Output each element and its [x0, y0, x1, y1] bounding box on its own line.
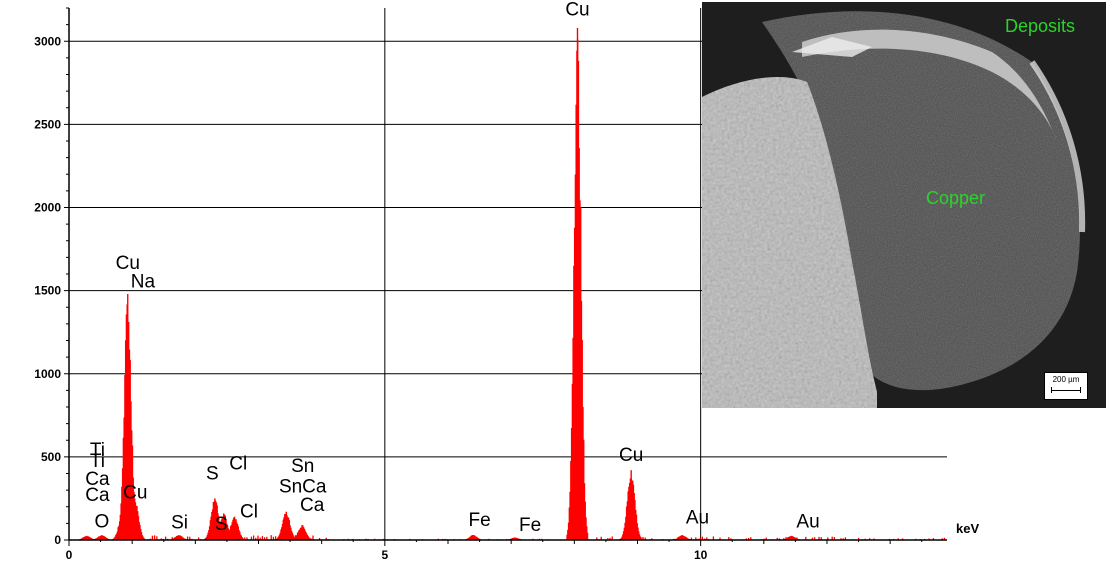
- peak-label-16: Fe: [468, 510, 490, 531]
- y-tick-label-2: 1000: [34, 367, 61, 381]
- peak-label-9: Cl: [229, 453, 247, 474]
- y-tick-label-4: 2000: [34, 201, 61, 215]
- sem-inset-image: Deposits Copper 200 µm: [702, 2, 1106, 408]
- peak-label-1: Na: [131, 271, 156, 292]
- x-tick-label-2: 10: [694, 548, 708, 562]
- peak-label-2: Ti: [90, 440, 105, 461]
- y-tick-label-0: 0: [54, 533, 61, 547]
- y-tick-label-3: 1500: [34, 284, 61, 298]
- peak-label-13: Sn: [291, 456, 314, 477]
- peak-label-14: SnCa: [279, 477, 327, 498]
- y-tick-label-6: 3000: [34, 34, 61, 48]
- peak-label-19: Cu: [619, 445, 643, 466]
- peak-14: [619, 470, 643, 540]
- y-tick-label-1: 500: [41, 450, 61, 464]
- sem-micrograph: [702, 2, 1106, 408]
- grid-lines: [69, 8, 947, 540]
- spectrum-peaks: [77, 27, 800, 540]
- peak-label-10: Si: [171, 512, 188, 533]
- peak-label-17: Fe: [519, 515, 541, 536]
- x-tick-label-0: 0: [66, 548, 73, 562]
- peak-label-8: S: [206, 463, 219, 484]
- scale-bar-line: [1051, 387, 1081, 393]
- scale-bar: 200 µm: [1044, 372, 1088, 400]
- peak-8: [223, 516, 246, 540]
- peak-label-6: Cu: [123, 482, 147, 503]
- peak-label-12: Cl: [240, 502, 258, 523]
- peak-label-0: Cu: [116, 253, 140, 274]
- axes: [64, 7, 947, 546]
- x-axis-unit-label: keV: [956, 521, 979, 536]
- peak-label-3: Ti: [90, 451, 105, 472]
- peak-label-4: Ca: [85, 469, 110, 490]
- peak-label-7: O: [94, 512, 109, 533]
- deposits-label: Deposits: [1005, 16, 1076, 36]
- tick-labels: 0 500 1000 1500 2000 2500 3000 0 5 10: [34, 34, 707, 562]
- y-tick-label-5: 2500: [34, 117, 61, 131]
- peak-10: [291, 525, 313, 540]
- peak-label-21: Au: [796, 512, 819, 533]
- peak-label-5: Ca: [85, 485, 110, 506]
- peak-13: [566, 27, 589, 540]
- peak-label-20: Au: [686, 507, 709, 528]
- peak-4: [122, 498, 147, 540]
- peak-label-15: Ca: [300, 495, 325, 516]
- peak-9: [274, 511, 298, 540]
- peak-label-11: S: [215, 514, 228, 535]
- copper-label: Copper: [926, 188, 986, 208]
- scale-bar-label: 200 µm: [1052, 375, 1080, 384]
- x-tick-label-1: 5: [381, 548, 388, 562]
- peak-label-18: Cu: [565, 0, 589, 20]
